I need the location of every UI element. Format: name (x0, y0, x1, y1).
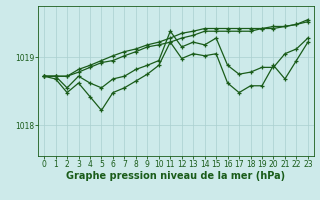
X-axis label: Graphe pression niveau de la mer (hPa): Graphe pression niveau de la mer (hPa) (67, 171, 285, 181)
